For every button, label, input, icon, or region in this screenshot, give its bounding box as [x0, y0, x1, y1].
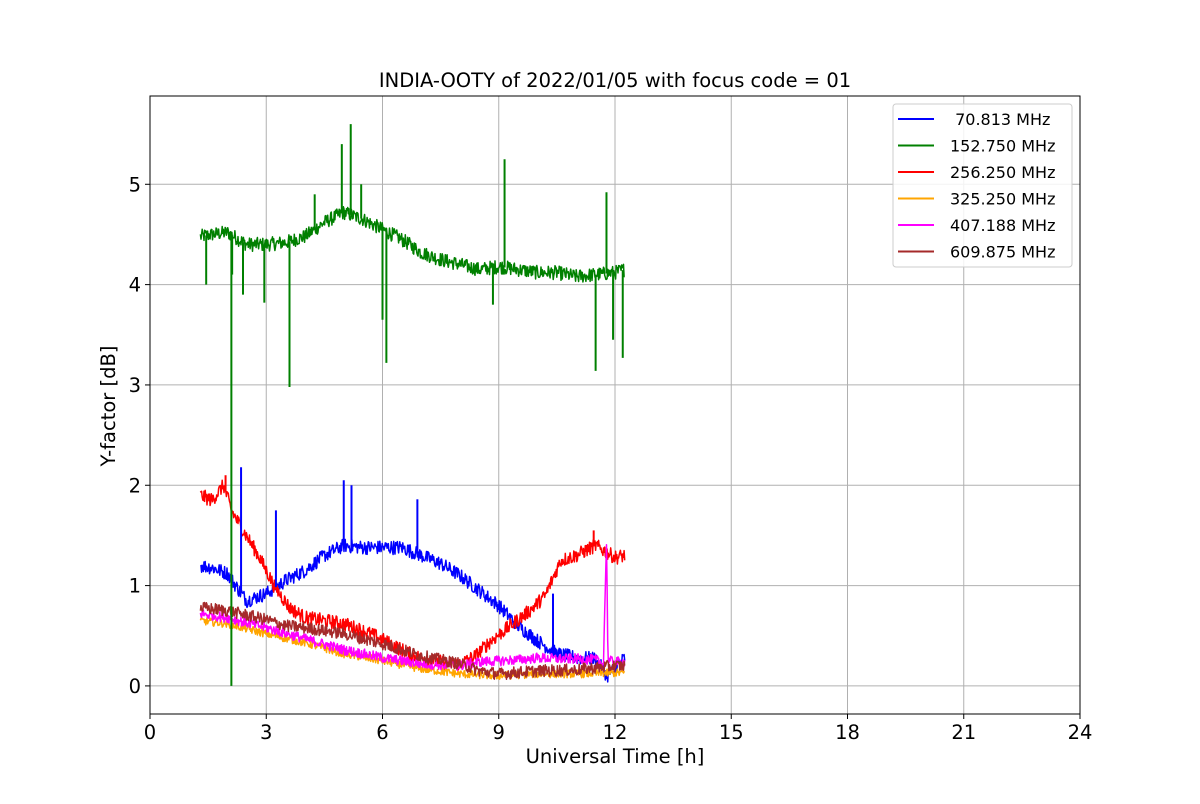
- legend-box: [892, 103, 1073, 268]
- chart-title: INDIA-OOTY of 2022/01/05 with focus code…: [379, 69, 851, 92]
- y-tick-label: 5: [129, 173, 141, 196]
- x-tick-label: 18: [835, 721, 860, 744]
- y-tick-label: 2: [129, 474, 141, 497]
- y-axis: 0 1 2 3 4 5: [129, 173, 150, 698]
- x-tick-label: 6: [376, 721, 388, 744]
- plot-area: [199, 124, 626, 686]
- x-tick-label: 12: [603, 721, 628, 744]
- series-line-4: [199, 544, 626, 672]
- legend-label: 256.250 MHz: [950, 163, 1055, 182]
- x-tick-label: 21: [951, 721, 976, 744]
- legend: 70.813 MHz 152.750 MHz 256.250 MHz 325.250 …: [892, 103, 1073, 268]
- series-line-5: [199, 601, 626, 680]
- legend-label: 70.813 MHz: [950, 110, 1050, 129]
- legend-label: 325.250 MHz: [950, 190, 1055, 209]
- y-tick-label: 0: [129, 675, 141, 698]
- y-tick-label: 1: [129, 575, 141, 598]
- legend-label: 152.750 MHz: [950, 137, 1055, 156]
- x-tick-label: 3: [260, 721, 272, 744]
- y-axis-label: Y-factor [dB]: [97, 346, 120, 468]
- x-tick-label: 0: [144, 721, 156, 744]
- x-axis-label: Universal Time [h]: [526, 745, 705, 768]
- legend-label: 407.188 MHz: [950, 216, 1055, 235]
- series-line-1: [199, 206, 625, 283]
- y-tick-label: 4: [129, 274, 141, 297]
- x-tick-label: 24: [1068, 721, 1093, 744]
- y-tick-label: 3: [129, 374, 141, 397]
- x-tick-label: 15: [719, 721, 744, 744]
- x-tick-label: 9: [493, 721, 505, 744]
- x-axis: 0 3 6 9 12 15 18 21 24: [144, 714, 1093, 744]
- legend-label: 609.875 MHz: [950, 243, 1055, 262]
